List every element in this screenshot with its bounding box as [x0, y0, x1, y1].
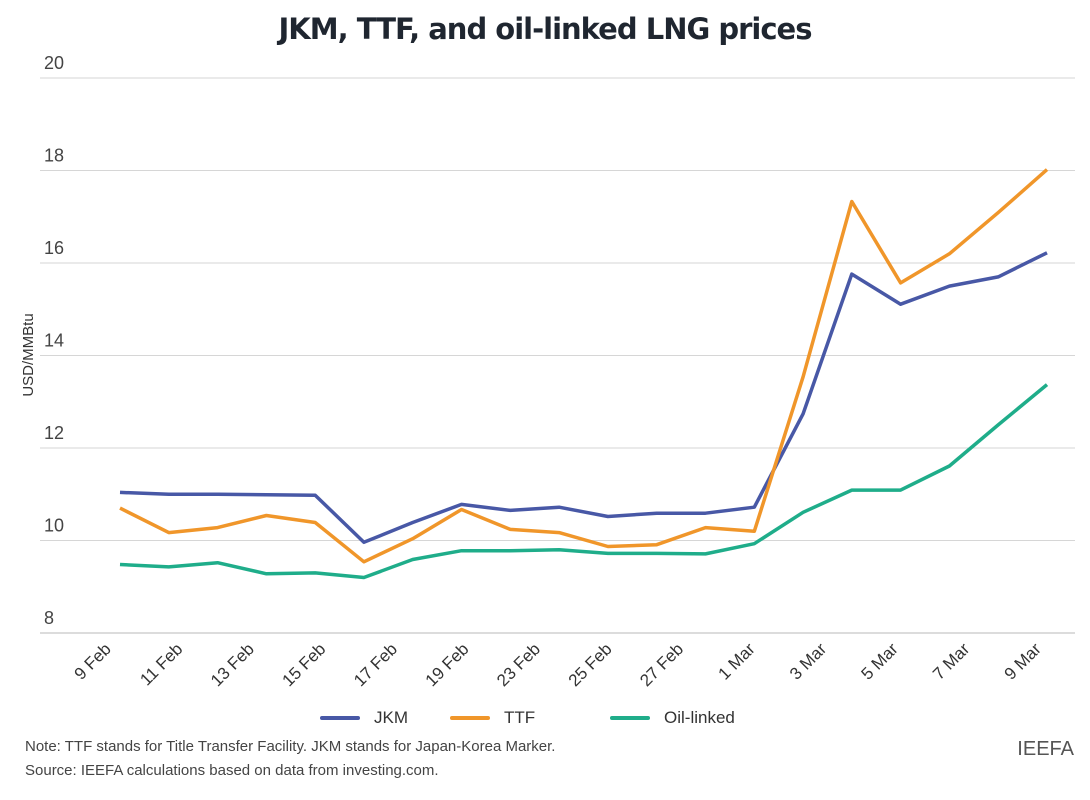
legend-item-ttf[interactable]: TTF: [450, 708, 610, 728]
y-tick-label: 8: [44, 608, 54, 628]
y-tick-label: 18: [44, 146, 64, 166]
gridlines: [40, 77, 1075, 634]
y-tick-label: 12: [44, 423, 64, 443]
x-tick-label: 3 Mar: [786, 639, 830, 683]
y-axis-ticks: 8 10 12 14 16 18 20: [44, 53, 64, 628]
x-tick-label: 23 Feb: [493, 639, 544, 690]
legend-item-jkm[interactable]: JKM: [320, 708, 450, 728]
y-tick-label: 16: [44, 238, 64, 258]
x-tick-label: 25 Feb: [565, 639, 616, 690]
legend-label-ttf: TTF: [504, 708, 536, 727]
note-text: Note: TTF stands for Title Transfer Faci…: [25, 738, 556, 755]
x-axis-ticks: 9 Feb 11 Feb 13 Feb 15 Feb 17 Feb 19 Feb 23 Fe…: [71, 639, 1045, 690]
y-tick-label: 14: [44, 331, 64, 351]
x-tick-label: 9 Feb: [71, 639, 115, 683]
y-tick-label: 20: [44, 53, 64, 73]
x-tick-label: 27 Feb: [636, 639, 687, 690]
x-tick-label: 17 Feb: [350, 639, 401, 690]
x-tick-label: 13 Feb: [207, 639, 258, 690]
y-axis-label: USD/MMBtu: [20, 313, 37, 396]
line-chart: 8 10 12 14 16 18 20 USD/MMBtu 9 Feb 11 Feb 13 Fe…: [20, 53, 1075, 690]
legend: JKM TTF Oil-linked: [0, 708, 1090, 728]
x-tick-label: 1 Mar: [715, 639, 759, 683]
x-tick-label: 19 Feb: [422, 639, 473, 690]
x-tick-label: 15 Feb: [279, 639, 330, 690]
chart-title: JKM, TTF, and oil-linked LNG prices: [278, 12, 813, 46]
legend-swatch-jkm: [320, 716, 360, 720]
legend-label-jkm: JKM: [374, 708, 408, 727]
series-line-oil-linked: [119, 383, 1049, 580]
legend-label-oil-linked: Oil-linked: [664, 708, 735, 727]
y-tick-label: 10: [44, 516, 64, 536]
x-tick-label: 5 Mar: [858, 639, 902, 683]
series-lines: [119, 168, 1049, 580]
legend-item-oil-linked[interactable]: Oil-linked: [610, 708, 770, 728]
x-tick-label: 7 Mar: [929, 639, 973, 683]
series-line-jkm: [119, 251, 1048, 545]
source-text: Source: IEEFA calculations based on data…: [25, 762, 439, 779]
series-line-ttf: [119, 168, 1049, 564]
x-tick-label: 11 Feb: [136, 639, 186, 689]
legend-swatch-oil-linked: [610, 716, 650, 720]
brand-logo: IEEFA: [1017, 738, 1074, 760]
legend-swatch-ttf: [450, 716, 490, 720]
x-tick-label: 9 Mar: [1001, 639, 1045, 683]
